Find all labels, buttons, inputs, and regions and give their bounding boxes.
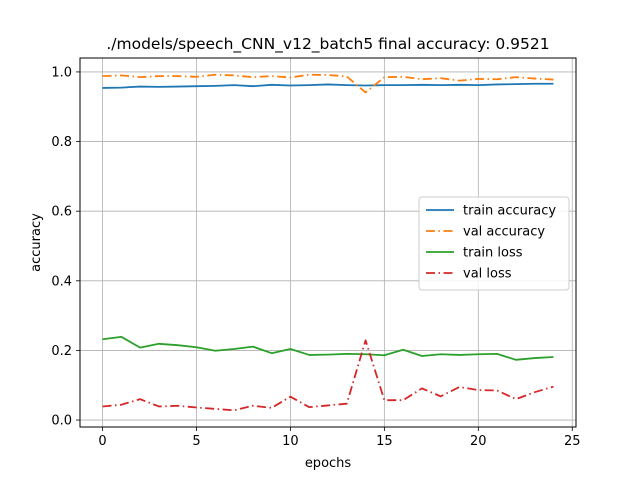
series-lines (102, 73, 554, 412)
legend-box (418, 196, 570, 291)
series-line-val-accuracy (102, 73, 554, 94)
x-tick-label: 10 (282, 434, 299, 449)
y-axis-label: accuracy (29, 213, 44, 272)
x-tick-label: 0 (98, 434, 106, 449)
y-tick-label: 1.0 (51, 65, 72, 80)
y-tick-label: 0.6 (51, 205, 72, 220)
ticks: 0 5 10 15 20 25 0.0 0.2 0.4 0.6 0.8 1.0 (51, 65, 580, 449)
series-line-train-loss (102, 335, 554, 361)
x-tick-label: 5 (192, 434, 200, 449)
legend-label: train loss (463, 246, 523, 261)
y-tick-label: 0.4 (51, 274, 72, 289)
x-tick-label: 20 (470, 434, 487, 449)
series-line-val-loss (102, 339, 554, 412)
x-axis-label: epochs (305, 456, 352, 471)
y-tick-label: 0.0 (51, 414, 72, 429)
legend: train accuracy val accuracy train loss val … (418, 196, 570, 291)
x-tick-label: 25 (564, 434, 581, 449)
axes-frame (79, 57, 577, 428)
x-tick-label: 15 (376, 434, 393, 449)
y-tick-label: 0.2 (51, 344, 72, 359)
chart-title: ./models/speech_CNN_v12_batch5 final acc… (106, 35, 549, 54)
y-tick-label: 0.8 (51, 135, 72, 150)
series-line-train-accuracy (102, 82, 554, 89)
legend-label: train accuracy (463, 204, 556, 219)
legend-label: val accuracy (463, 225, 545, 240)
legend-label: val loss (463, 267, 512, 282)
